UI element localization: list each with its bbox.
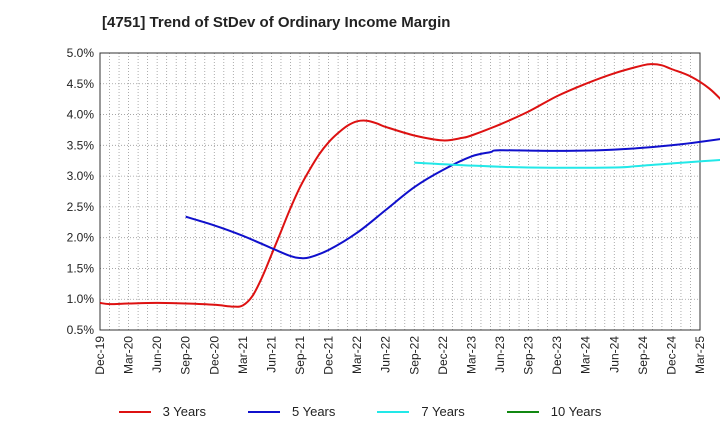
- legend-swatch: [118, 410, 151, 413]
- x-tick-label: Mar-22: [350, 336, 364, 374]
- legend-swatch: [377, 410, 410, 413]
- y-tick-label: 4.5%: [67, 77, 95, 91]
- x-tick-label: Dec-22: [436, 336, 450, 375]
- legend-swatch: [248, 410, 280, 413]
- x-tick-label: Jun-23: [493, 336, 507, 373]
- x-tick-label: Dec-21: [322, 336, 336, 375]
- x-tick-label: Jun-24: [607, 336, 621, 373]
- legend-swatch: [506, 410, 539, 413]
- series-line-3-years: [99, 63, 720, 308]
- series-line-5-years: [185, 138, 720, 260]
- legend-item: 5 Years: [248, 404, 335, 419]
- x-tick-label: Dec-23: [550, 336, 564, 375]
- y-tick-label: 1.0%: [67, 292, 95, 306]
- y-tick-label: 1.5%: [67, 261, 95, 275]
- x-tick-label: Sep-21: [293, 336, 307, 375]
- x-tick-label: Jun-22: [379, 336, 393, 373]
- x-tick-label: Mar-23: [464, 336, 478, 374]
- x-tick-label: Mar-25: [693, 336, 707, 374]
- legend-label: 10 Years: [550, 404, 602, 419]
- x-tick-label: Sep-22: [407, 336, 421, 375]
- x-tick-label: Dec-24: [664, 336, 678, 375]
- legend-item: 3 Years: [118, 404, 206, 419]
- legend-label: 3 Years: [162, 404, 206, 419]
- x-tick-label: Sep-20: [179, 336, 193, 375]
- x-tick-label: Mar-24: [579, 336, 593, 374]
- x-tick-label: Sep-24: [636, 336, 650, 375]
- y-tick-label: 5.0%: [67, 46, 95, 60]
- series-line-7-years: [414, 159, 720, 169]
- chart-legend: 3 Years 5 Years 7 Years 10 Years: [0, 404, 720, 419]
- x-tick-label: Mar-20: [122, 336, 136, 374]
- y-tick-label: 3.0%: [67, 169, 95, 183]
- y-tick-label: 2.0%: [67, 231, 95, 245]
- legend-label: 5 Years: [292, 404, 336, 419]
- plot-area: [99, 52, 701, 331]
- legend-item: 7 Years: [377, 404, 465, 419]
- x-tick-label: Jun-20: [150, 336, 164, 373]
- x-tick-label: Jun-21: [264, 336, 278, 373]
- legend-item: 10 Years: [506, 404, 602, 419]
- x-tick-label: Sep-23: [522, 336, 536, 375]
- y-tick-label: 3.5%: [67, 138, 95, 152]
- y-tick-label: 0.5%: [67, 323, 95, 337]
- y-tick-label: 2.5%: [67, 200, 95, 214]
- x-tick-label: Mar-21: [236, 336, 250, 374]
- chart-title: [4751] Trend of StDev of Ordinary Income…: [102, 14, 451, 31]
- x-tick-label: Dec-20: [207, 336, 221, 375]
- y-tick-label: 4.0%: [67, 108, 95, 122]
- legend-label: 7 Years: [421, 404, 465, 419]
- x-tick-label: Dec-19: [93, 336, 107, 375]
